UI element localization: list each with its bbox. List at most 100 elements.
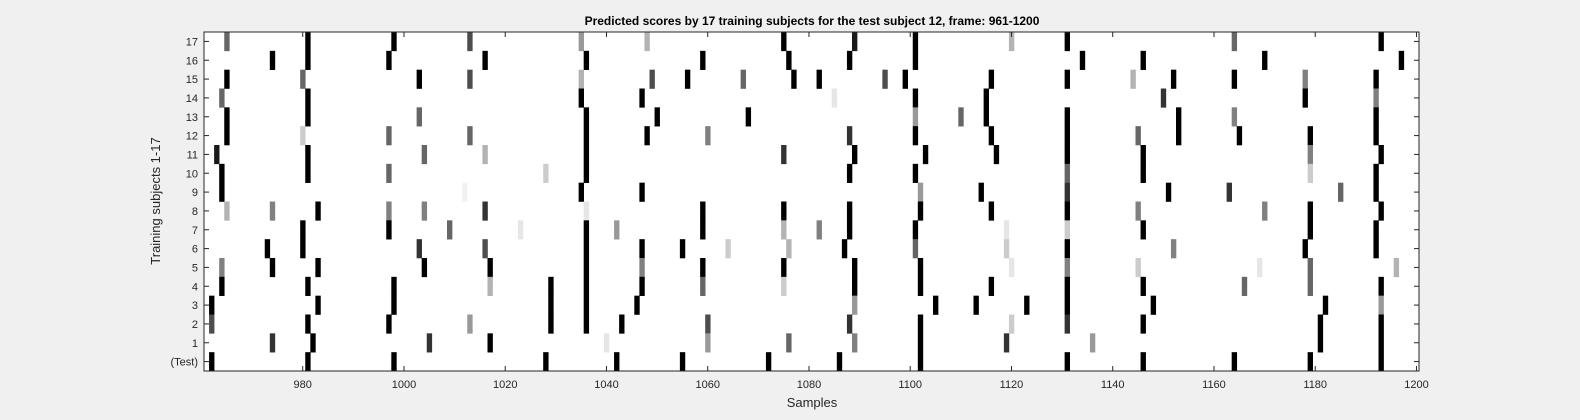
cell-row-15-13 [1317, 314, 1324, 334]
cell-row-7-0 [219, 163, 225, 183]
cell-row-14-11 [1150, 295, 1157, 315]
cell-row-9-2 [315, 201, 321, 221]
cell-row-9-10 [917, 201, 924, 221]
cell-row-1-1 [305, 50, 311, 70]
cell-row-10-13 [1140, 220, 1146, 240]
cell-row-2-0 [224, 69, 230, 89]
cell-row-15-0 [209, 314, 215, 334]
y-tick-label: (Test) [171, 357, 199, 369]
cell-row-5-14 [1307, 126, 1313, 146]
cell-row-5-15 [1373, 126, 1379, 146]
cell-row-3-8 [1302, 88, 1308, 108]
plot-background [204, 32, 1419, 371]
cell-row-10-7 [781, 220, 787, 240]
cell-row-13-16 [1378, 276, 1384, 296]
cell-row-14-8 [973, 295, 979, 315]
cell-row-15-7 [705, 314, 711, 334]
cell-row-13-9 [852, 276, 858, 296]
cell-row-4-2 [416, 107, 422, 127]
cell-row-5-13 [1236, 126, 1243, 146]
cell-row-7-9 [1307, 163, 1313, 183]
x-tick-label: 1080 [797, 379, 821, 391]
cell-row-3-6 [983, 88, 989, 108]
x-tick-label: 1100 [898, 379, 922, 391]
cell-row-11-1 [300, 239, 306, 259]
cell-row-16-6 [786, 333, 792, 353]
cell-row-9-3 [386, 201, 392, 221]
cell-row-1-8 [912, 50, 919, 70]
cell-row-12-2 [315, 258, 321, 278]
cell-row-0-2 [391, 32, 397, 52]
cell-row-13-14 [1241, 276, 1248, 296]
cell-row-11-8 [786, 239, 792, 259]
cell-row-7-5 [846, 163, 853, 183]
cell-row-9-15 [1307, 201, 1313, 221]
cell-row-3-9 [1373, 88, 1379, 108]
cell-row-13-3 [487, 276, 493, 296]
cell-row-12-3 [421, 258, 428, 278]
cell-row-0-0 [224, 32, 230, 52]
cell-row-16-3 [487, 333, 493, 353]
cell-row-7-4 [583, 163, 590, 183]
cell-row-0-10 [1064, 32, 1070, 52]
cell-row-12-16 [1393, 258, 1400, 278]
cell-row-9-8 [781, 201, 787, 221]
y-tick-label: 8 [192, 206, 198, 218]
x-tick-label: 1040 [594, 379, 618, 391]
cell-row-0-4 [578, 32, 584, 52]
cell-row-0-9 [1008, 32, 1015, 52]
cell-row-15-4 [548, 314, 554, 334]
cell-row-14-6 [852, 295, 858, 315]
cell-row-11-3 [482, 239, 488, 259]
cell-row-6-5 [781, 145, 787, 165]
cell-row-10-4 [583, 220, 590, 240]
cell-row-6-2 [421, 145, 428, 165]
cell-row-11-11 [1003, 239, 1010, 259]
cell-row-12-5 [583, 258, 590, 278]
cell-row-13-0 [219, 276, 225, 296]
cell-row-7-7 [1064, 163, 1070, 183]
cell-row-4-4 [654, 107, 660, 127]
cell-row-9-0 [224, 201, 230, 221]
cell-row-4-1 [305, 107, 311, 127]
cell-row-12-14 [1257, 258, 1263, 278]
chart-title: Predicted scores by 17 training subjects… [585, 14, 1040, 28]
cell-row-1-3 [482, 50, 488, 70]
x-tick-label: 1000 [392, 379, 416, 391]
cell-row-10-15 [1373, 220, 1379, 240]
cell-row-5-9 [988, 126, 995, 146]
cell-row-5-11 [1135, 126, 1141, 146]
cell-row-17-10 [1140, 352, 1146, 372]
cell-row-9-13 [1135, 201, 1141, 221]
cell-row-11-4 [583, 239, 590, 259]
cell-row-6-3 [482, 145, 488, 165]
y-tick-label: 7 [192, 225, 198, 237]
cell-row-0-6 [781, 32, 787, 52]
cell-row-16-12 [1378, 333, 1384, 353]
cell-row-9-9 [846, 201, 853, 221]
cell-row-1-9 [1079, 50, 1086, 70]
cell-row-14-1 [315, 295, 321, 315]
cell-row-2-10 [882, 69, 888, 89]
cell-row-0-8 [912, 32, 919, 52]
y-tick-label: 1 [192, 338, 198, 350]
cell-row-10-9 [846, 220, 853, 240]
cell-row-16-8 [917, 333, 924, 353]
cell-row-8-7 [1165, 182, 1172, 202]
cell-row-16-9 [1003, 333, 1010, 353]
plot-area [203, 31, 1420, 372]
cell-row-12-6 [639, 258, 645, 278]
y-tick-label: 9 [192, 187, 198, 199]
cell-row-15-5 [583, 314, 590, 334]
x-axis-label: Samples [787, 395, 838, 410]
y-tick-label: 13 [186, 112, 198, 124]
cell-row-3-2 [578, 88, 584, 108]
cell-row-8-6 [1064, 182, 1070, 202]
x-tick-label: 1160 [1202, 379, 1226, 391]
cell-row-14-2 [391, 295, 397, 315]
cell-row-6-6 [852, 145, 858, 165]
cell-row-4-8 [983, 107, 989, 127]
cell-row-16-7 [852, 333, 858, 353]
cell-row-7-10 [1373, 163, 1379, 183]
cell-row-8-10 [1373, 182, 1379, 202]
